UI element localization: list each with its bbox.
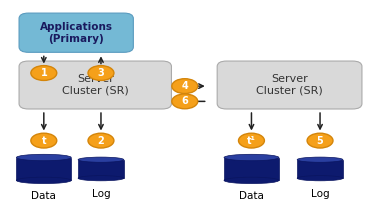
Circle shape [88, 133, 114, 148]
Text: 1: 1 [40, 68, 47, 78]
Text: 4: 4 [181, 81, 188, 91]
Text: Data: Data [239, 191, 264, 201]
Bar [78, 160, 124, 178]
Text: Server
Cluster (SR): Server Cluster (SR) [62, 74, 129, 96]
Ellipse shape [78, 176, 124, 181]
Ellipse shape [297, 157, 343, 162]
Text: Data: Data [31, 191, 56, 201]
Text: t¹: t¹ [247, 136, 256, 146]
Circle shape [31, 133, 57, 148]
Bar [16, 157, 71, 181]
Bar [224, 157, 279, 181]
Text: 2: 2 [98, 136, 104, 146]
Text: 3: 3 [98, 68, 104, 78]
Circle shape [307, 133, 333, 148]
Ellipse shape [16, 154, 71, 161]
Text: Log: Log [92, 189, 110, 199]
Ellipse shape [16, 177, 71, 184]
Text: 5: 5 [317, 136, 323, 146]
Circle shape [31, 66, 57, 80]
Circle shape [172, 94, 198, 109]
Text: Server
Cluster (SR): Server Cluster (SR) [256, 74, 323, 96]
Text: t: t [42, 136, 46, 146]
Text: Applications
(Primary): Applications (Primary) [40, 22, 113, 44]
Ellipse shape [224, 154, 279, 161]
Text: Log: Log [311, 189, 329, 199]
FancyBboxPatch shape [217, 61, 362, 109]
FancyBboxPatch shape [19, 61, 171, 109]
Text: 6: 6 [181, 96, 188, 106]
Circle shape [172, 79, 198, 94]
Ellipse shape [224, 177, 279, 184]
Ellipse shape [78, 157, 124, 162]
Circle shape [88, 66, 114, 80]
Circle shape [239, 133, 264, 148]
FancyBboxPatch shape [19, 13, 133, 52]
Ellipse shape [297, 176, 343, 181]
Bar [297, 160, 343, 178]
